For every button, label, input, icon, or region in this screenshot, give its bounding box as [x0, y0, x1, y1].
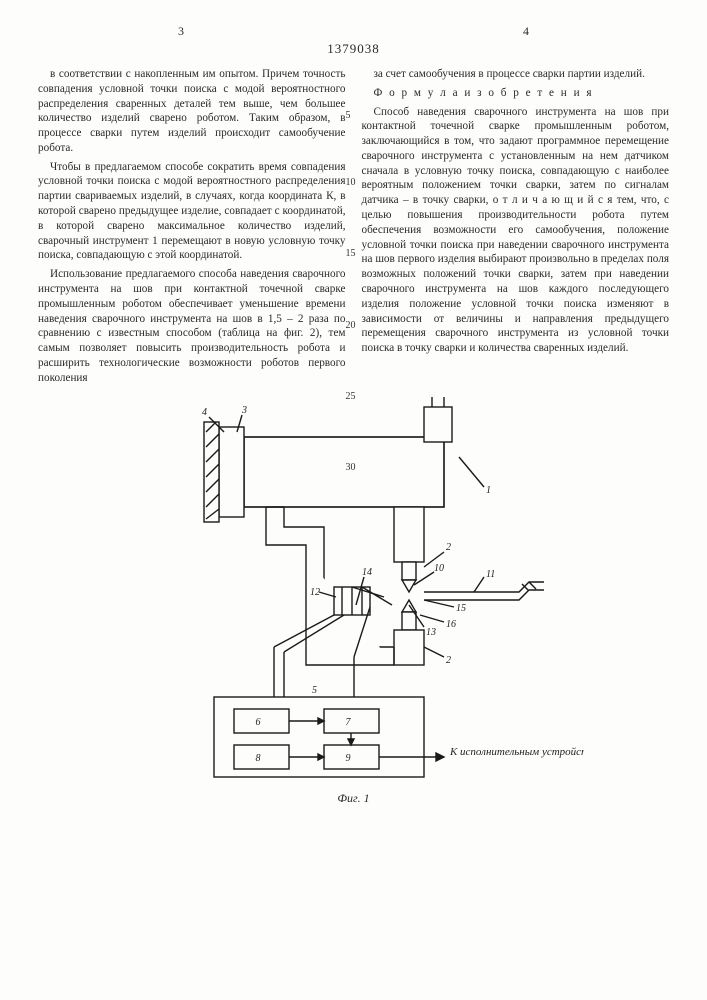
page-num-right: 4: [523, 24, 529, 39]
fig-label-6: 6: [255, 717, 260, 728]
formula-title: Ф о р м у л а и з о б р е т е н и я: [362, 86, 670, 101]
line-marker-20: 20: [346, 319, 356, 332]
header-page-numbers: 3 4: [38, 24, 669, 39]
page-num-left: 3: [178, 24, 184, 39]
fig-output-annotation: К исполнительным устройствам: [449, 746, 584, 758]
document-number: 1379038: [38, 41, 669, 57]
column-right: за счет самообучения в процессе сварки п…: [362, 67, 670, 389]
text-columns: в соответствии с накопленным им опытом. …: [38, 67, 669, 389]
fig-label-11: 11: [486, 569, 495, 580]
fig-label-10: 10: [434, 563, 444, 574]
line-marker-15: 15: [346, 247, 356, 260]
fig-label-14: 14: [362, 567, 372, 578]
right-para-2: Способ наведения сварочного инструмента …: [362, 105, 670, 356]
fig-label-13: 13: [426, 627, 436, 638]
fig-label-2a: 2: [446, 542, 451, 553]
fig-label-4: 4: [202, 407, 207, 418]
left-para-1: в соответствии с накопленным им опытом. …: [38, 67, 346, 156]
left-para-3: Использование предлагаемого способа наве…: [38, 267, 346, 385]
fig-label-8: 8: [255, 753, 260, 764]
fig-label-16: 16: [446, 619, 456, 630]
line-marker-5: 5: [346, 109, 356, 122]
fig-label-3: 3: [241, 405, 247, 416]
line-marker-10: 10: [346, 176, 356, 189]
fig-label-5: 5: [312, 685, 317, 696]
fig-label-2b: 2: [446, 655, 451, 666]
fig-label-9: 9: [345, 753, 350, 764]
column-left: в соответствии с накопленным им опытом. …: [38, 67, 346, 389]
line-marker-30: 30: [346, 461, 356, 474]
fig-label-1: 1: [486, 485, 491, 496]
page: 3 4 1379038 в соответствии с накопленным…: [0, 0, 707, 1000]
line-marker-25: 25: [346, 390, 356, 403]
fig-label-15: 15: [456, 603, 466, 614]
figure-caption: Фиг. 1: [38, 791, 669, 806]
line-number-gutter: 5 10 15 20 25 30: [346, 67, 356, 474]
left-para-2: Чтобы в предлагаемом способе сократить в…: [38, 160, 346, 263]
fig-label-12: 12: [310, 587, 320, 598]
right-para-1: за счет самообучения в процессе сварки п…: [362, 67, 670, 82]
